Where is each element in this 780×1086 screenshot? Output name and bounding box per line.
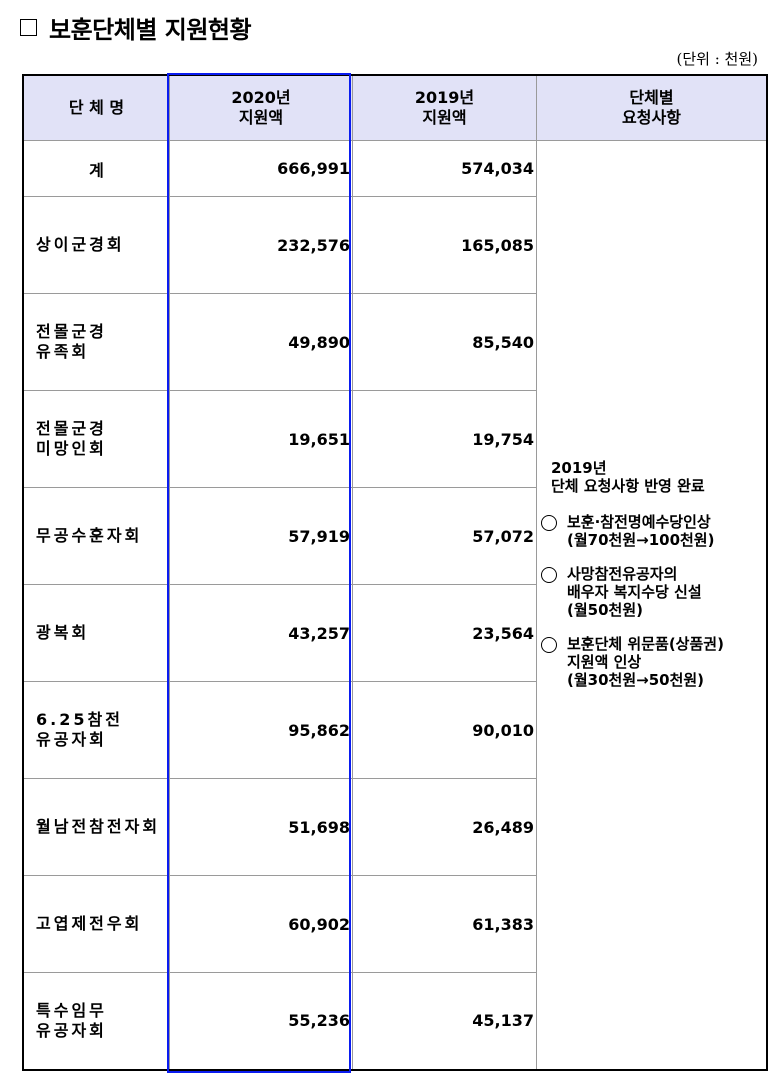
amount-y2019: 61,383	[352, 875, 537, 973]
note-line: (월70천원→100천원)	[567, 531, 715, 549]
org-name-line: 미망인회	[36, 439, 107, 458]
table-row: 특수임무 유공자회 55,236 45,137	[22, 972, 767, 1070]
org-name: 6.25참전 유공자회	[22, 681, 170, 779]
note-line: (월50천원)	[567, 601, 643, 619]
notes-head-line: 2019년	[551, 459, 607, 477]
header-request: 단체별 요청사항	[536, 74, 768, 141]
note-item: 보훈단체 위문품(상품권) 지원액 인상 (월30천원→50천원)	[541, 635, 760, 689]
support-table: 단 체 명 2020년 지원액 2019년 지원액 단체별 요청사항 계 666,991…	[22, 74, 768, 1071]
org-name-line: 특수임무	[36, 1000, 107, 1020]
amount-y2019: 165,085	[352, 196, 537, 294]
amount-y2020: 55,236	[169, 972, 353, 1070]
notes-head-line: 단체 요청사항 반영 완료	[551, 477, 705, 495]
org-name-line: 유공자회	[36, 1020, 107, 1040]
amount-y2020: 19,651	[169, 390, 353, 488]
square-bullet-icon	[20, 19, 37, 36]
header-2019-line: 지원액	[422, 108, 467, 127]
org-name-line: 월남전참전자회	[36, 817, 161, 836]
page-title: 보훈단체별 지원현황	[20, 10, 252, 45]
header-request-line: 단체별	[629, 88, 674, 107]
note-line: 보훈단체 위문품(상품권)	[567, 635, 724, 653]
header-request-line: 요청사항	[622, 108, 681, 127]
note-item: 보훈·참전명예수당인상 (월70천원→100천원)	[541, 513, 760, 549]
notes-head: 2019년 단체 요청사항 반영 완료	[551, 459, 760, 495]
note-line: 배우자 복지수당 신설	[567, 583, 702, 601]
header-2019: 2019년 지원액	[352, 74, 537, 141]
note-line: 보훈·참전명예수당인상	[567, 513, 711, 531]
amount-y2020: 232,576	[169, 196, 353, 294]
header-name: 단 체 명	[22, 74, 170, 141]
title-text: 보훈단체별 지원현황	[49, 16, 252, 44]
table-row: 전몰군경 미망인회 19,651 19,754	[22, 390, 767, 488]
table-row: 무공수훈자회 57,919 57,072	[22, 487, 767, 585]
note-item: 사망참전유공자의 배우자 복지수당 신설 (월50천원)	[541, 565, 760, 619]
org-name-line: 6.25참전	[36, 710, 123, 729]
org-name-line: 유족회	[36, 342, 90, 361]
org-name-line: 전몰군경	[36, 419, 107, 438]
note-line: (월30천원→50천원)	[567, 671, 705, 689]
header-2019-line: 2019년	[414, 88, 475, 107]
table-row: 계 666,991 574,034 2019년 단체 요청사항 반영 완료 보훈·참전명예…	[22, 140, 768, 1070]
org-name: 고엽제전우회	[22, 875, 170, 973]
amount-y2019: 85,540	[352, 293, 537, 391]
amount-y2019: 45,137	[352, 972, 537, 1070]
table-row: 6.25참전 유공자회 95,862 90,010	[22, 681, 767, 779]
amount-y2019: 23,564	[352, 584, 537, 682]
org-name: 전몰군경 미망인회	[22, 390, 170, 488]
org-name-line: 광복회	[36, 623, 90, 642]
amount-y2020: 95,862	[169, 681, 353, 779]
table-row: 전몰군경 유족회 49,890 85,540	[22, 293, 767, 391]
amount-y2019: 57,072	[352, 487, 537, 585]
org-name-line: 고엽제전우회	[36, 914, 143, 933]
amount-y2020: 51,698	[169, 778, 353, 876]
circle-bullet-icon	[541, 637, 557, 653]
amount-y2020: 49,890	[169, 293, 353, 391]
header-2020: 2020년 지원액	[169, 74, 353, 141]
org-name: 무공수훈자회	[22, 487, 170, 585]
amount-y2020: 43,257	[169, 584, 353, 682]
org-name-line: 무공수훈자회	[36, 526, 143, 545]
org-name: 상이군경회	[22, 196, 170, 294]
note-line: 사망참전유공자의	[567, 565, 678, 583]
amount-y2019: 90,010	[352, 681, 537, 779]
org-name: 계	[22, 140, 170, 197]
org-name: 월남전참전자회	[22, 778, 170, 876]
note-line: 지원액 인상	[567, 653, 642, 671]
org-name-line: 상이군경회	[36, 235, 125, 254]
amount-y2019: 26,489	[352, 778, 537, 876]
org-name: 광복회	[22, 584, 170, 682]
amount-y2020: 60,902	[169, 875, 353, 973]
org-name-line: 전몰군경	[36, 322, 107, 341]
table-row: 월남전참전자회 51,698 26,489	[22, 778, 767, 876]
table-row: 상이군경회 232,576 165,085	[22, 196, 767, 294]
unit-label: (단위 : 천원)	[676, 50, 759, 68]
org-name: 전몰군경 유족회	[22, 293, 170, 391]
circle-bullet-icon	[541, 515, 557, 531]
circle-bullet-icon	[541, 567, 557, 583]
header-2020-line: 지원액	[238, 108, 284, 127]
header-row: 단 체 명 2020년 지원액 2019년 지원액 단체별 요청사항	[22, 74, 768, 141]
org-name: 특수임무 유공자회	[22, 972, 170, 1070]
amount-y2020: 57,919	[169, 487, 353, 585]
amount-y2019: 19,754	[352, 390, 537, 488]
amount-y2020: 666,991	[169, 140, 353, 197]
org-name-line: 유공자회	[36, 730, 107, 749]
table-row: 광복회 43,257 23,564	[22, 584, 767, 682]
header-2020-line: 2020년	[231, 88, 291, 107]
amount-y2019: 574,034	[352, 140, 537, 197]
